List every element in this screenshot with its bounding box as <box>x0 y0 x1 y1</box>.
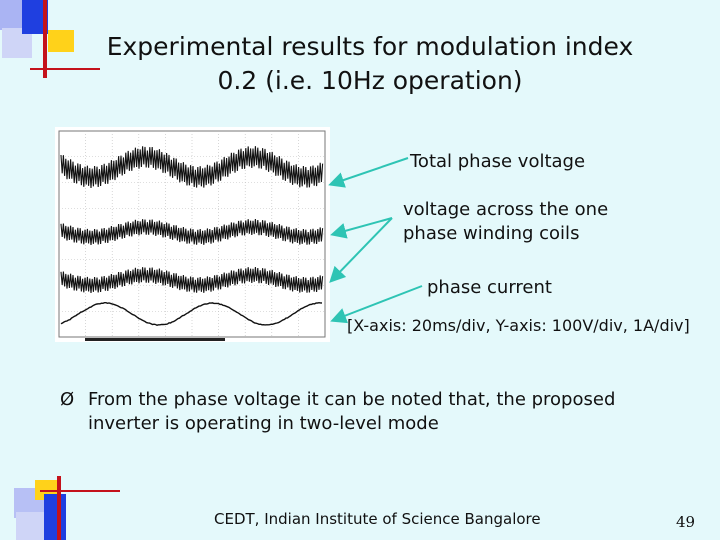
slide-title: Experimental results for modulation inde… <box>90 30 650 98</box>
label-coil-voltage-line-2: phase winding coils <box>403 222 579 245</box>
axis-scale-note: [X-axis: 20ms/div, Y-axis: 100V/div, 1A/… <box>347 316 690 335</box>
oscilloscope-capture <box>55 127 330 342</box>
bullet-text: From the phase voltage it can be noted t… <box>88 388 660 436</box>
arrow-phase-current <box>334 286 422 320</box>
label-total-phase-voltage: Total phase voltage <box>410 150 585 173</box>
bullet-point: Ø From the phase voltage it can be noted… <box>60 388 660 436</box>
label-coil-voltage-line-1: voltage across the one <box>403 198 608 221</box>
page-number: 49 <box>676 513 695 531</box>
arrow-total-voltage <box>332 158 408 184</box>
bottom-left-decoration <box>0 470 120 540</box>
oscilloscope-waveforms <box>55 127 330 342</box>
title-line-2: 0.2 (i.e. 10Hz operation) <box>90 64 650 98</box>
title-line-1: Experimental results for modulation inde… <box>90 30 650 64</box>
label-phase-current: phase current <box>427 276 552 299</box>
top-left-decoration <box>0 0 100 80</box>
bullet-marker: Ø <box>60 388 74 412</box>
footer-institution: CEDT, Indian Institute of Science Bangal… <box>214 510 541 528</box>
